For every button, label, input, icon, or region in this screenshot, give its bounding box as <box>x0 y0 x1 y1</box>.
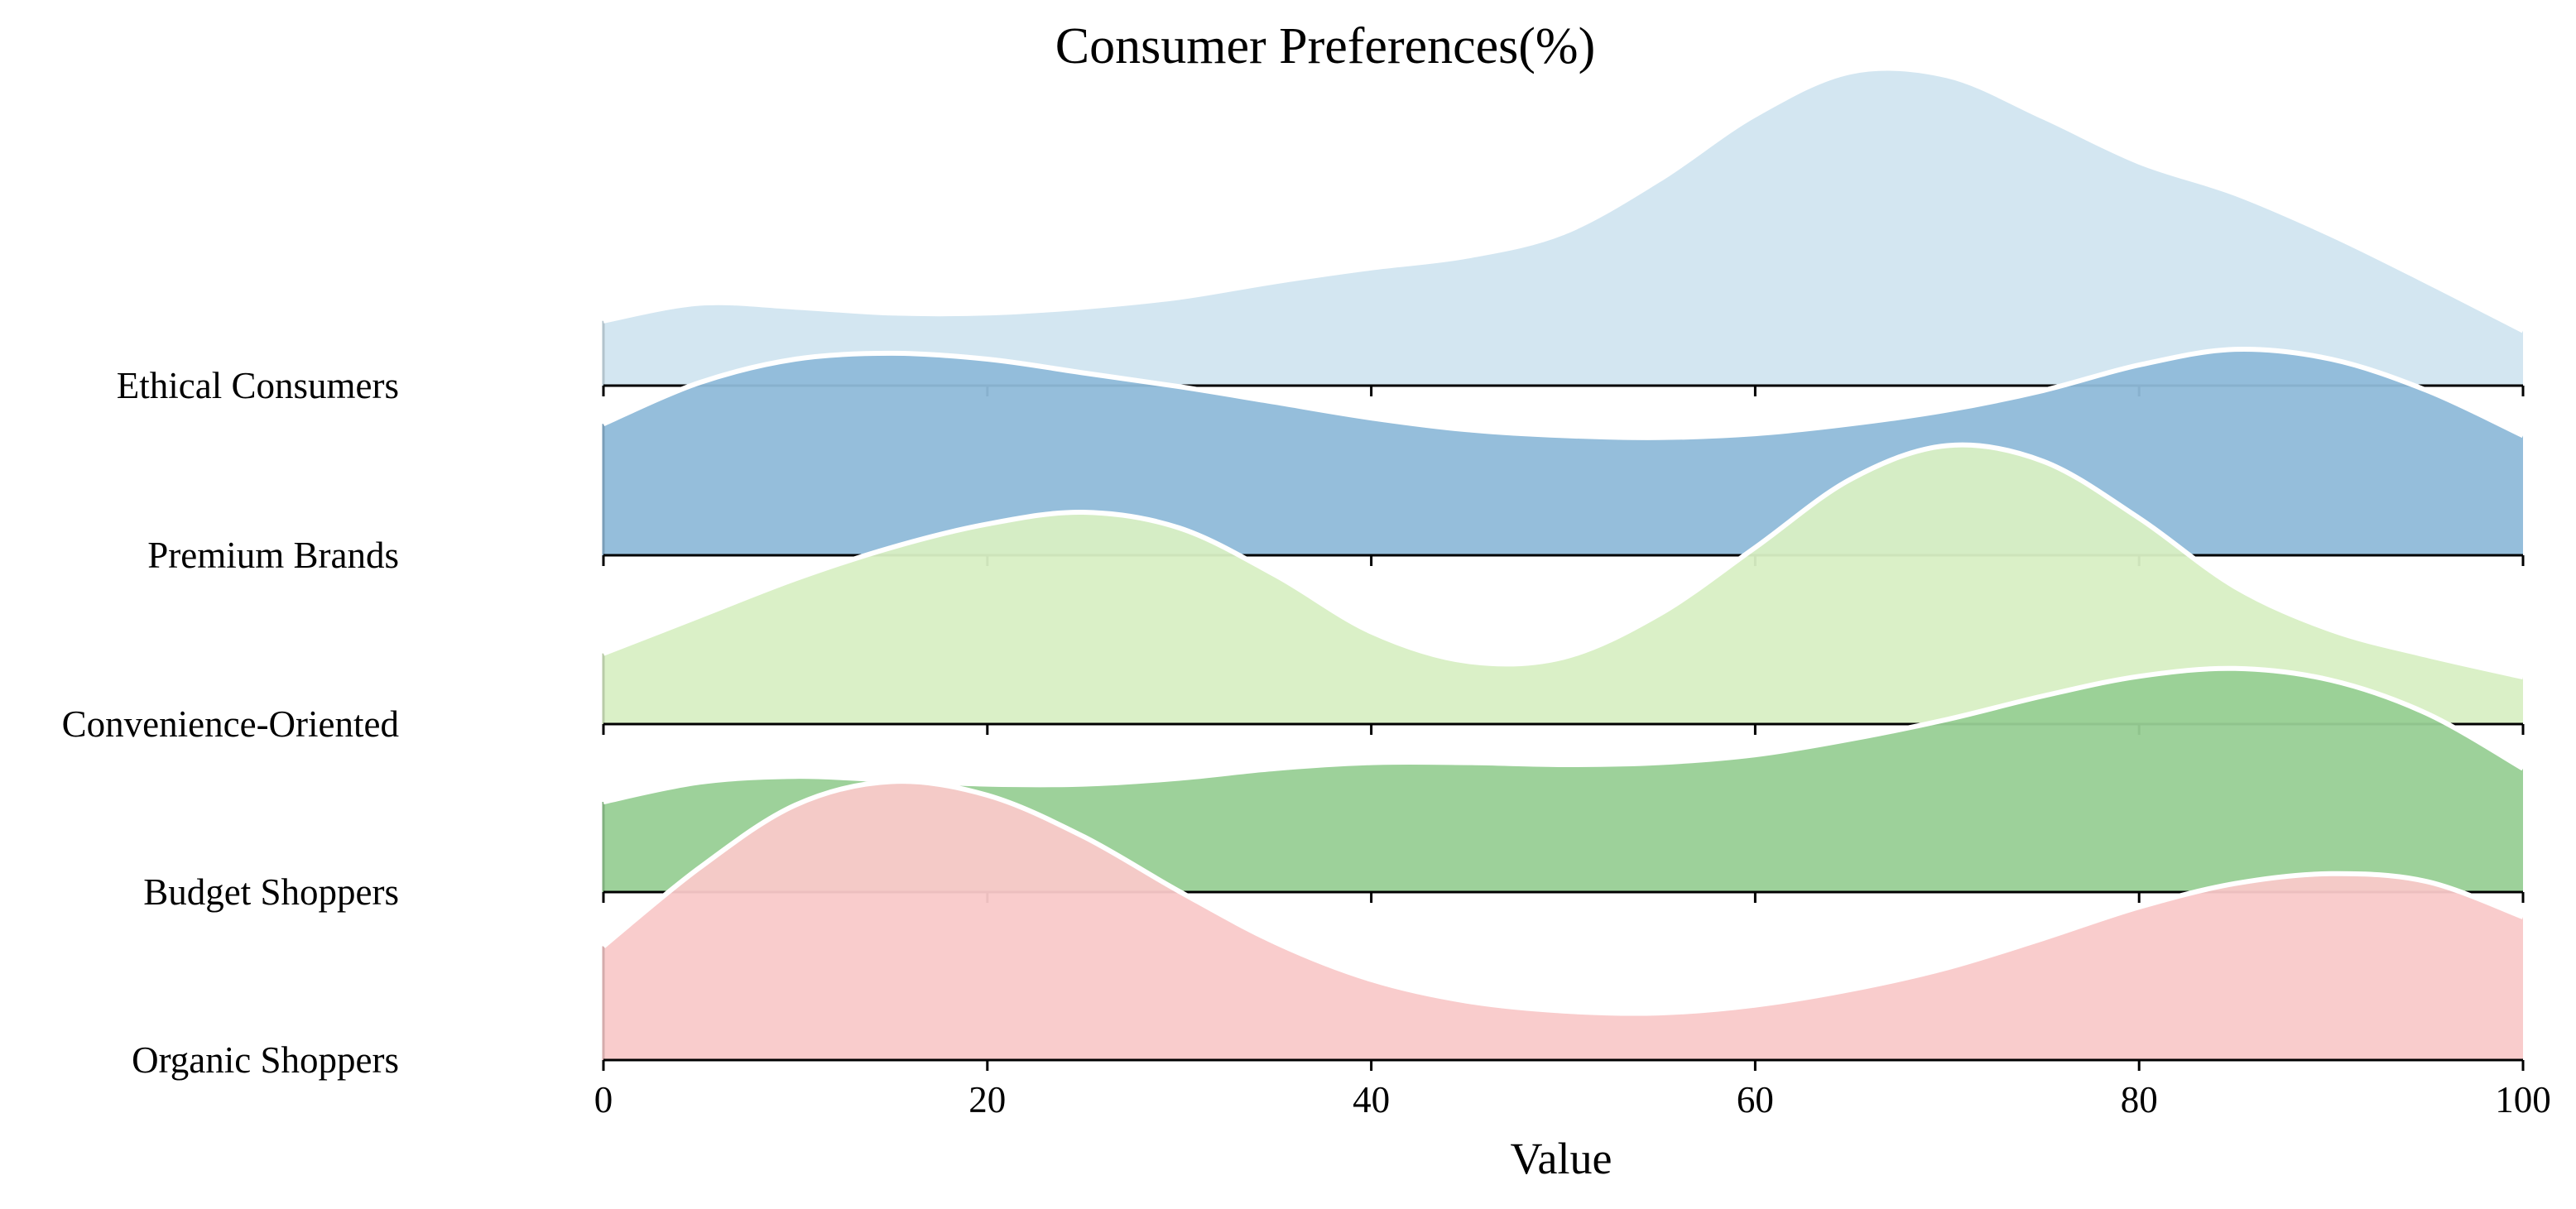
row-label: Budget Shoppers <box>143 871 399 913</box>
x-axis: 0 20 40 60 80 100 <box>594 1079 2551 1120</box>
ridge-outline <box>602 346 2525 440</box>
ridge-outline <box>602 442 2524 680</box>
x-tick-label: 0 <box>594 1079 613 1120</box>
ridge-layers: Ethical Consumers Premium Brands Convenien… <box>62 65 2525 1081</box>
ridge-ethical-consumers: Ethical Consumers <box>117 65 2525 406</box>
x-tick-label: 60 <box>1737 1079 1774 1120</box>
row-label: Convenience-Oriented <box>62 703 399 745</box>
row-label: Premium Brands <box>147 535 399 576</box>
ridge-convenience-oriented: Convenience-Oriented <box>62 442 2525 745</box>
ridge-outline <box>602 779 2525 1016</box>
row-label: Ethical Consumers <box>117 365 399 406</box>
row-label: Organic Shoppers <box>132 1039 399 1081</box>
x-tick-label: 20 <box>968 1079 1006 1120</box>
ridge-area <box>603 781 2523 1060</box>
x-axis-label: Value <box>1511 1134 1612 1183</box>
x-tick-label: 80 <box>2121 1079 2158 1120</box>
ridge-area <box>603 68 2523 386</box>
x-tick-label: 40 <box>1353 1079 1390 1120</box>
ridge-outline <box>603 65 2525 333</box>
x-tick-label: 100 <box>2495 1079 2551 1120</box>
ridge-organic-shoppers: Organic Shoppers <box>132 779 2525 1081</box>
chart-title: Consumer Preferences(%) <box>1055 18 1595 74</box>
